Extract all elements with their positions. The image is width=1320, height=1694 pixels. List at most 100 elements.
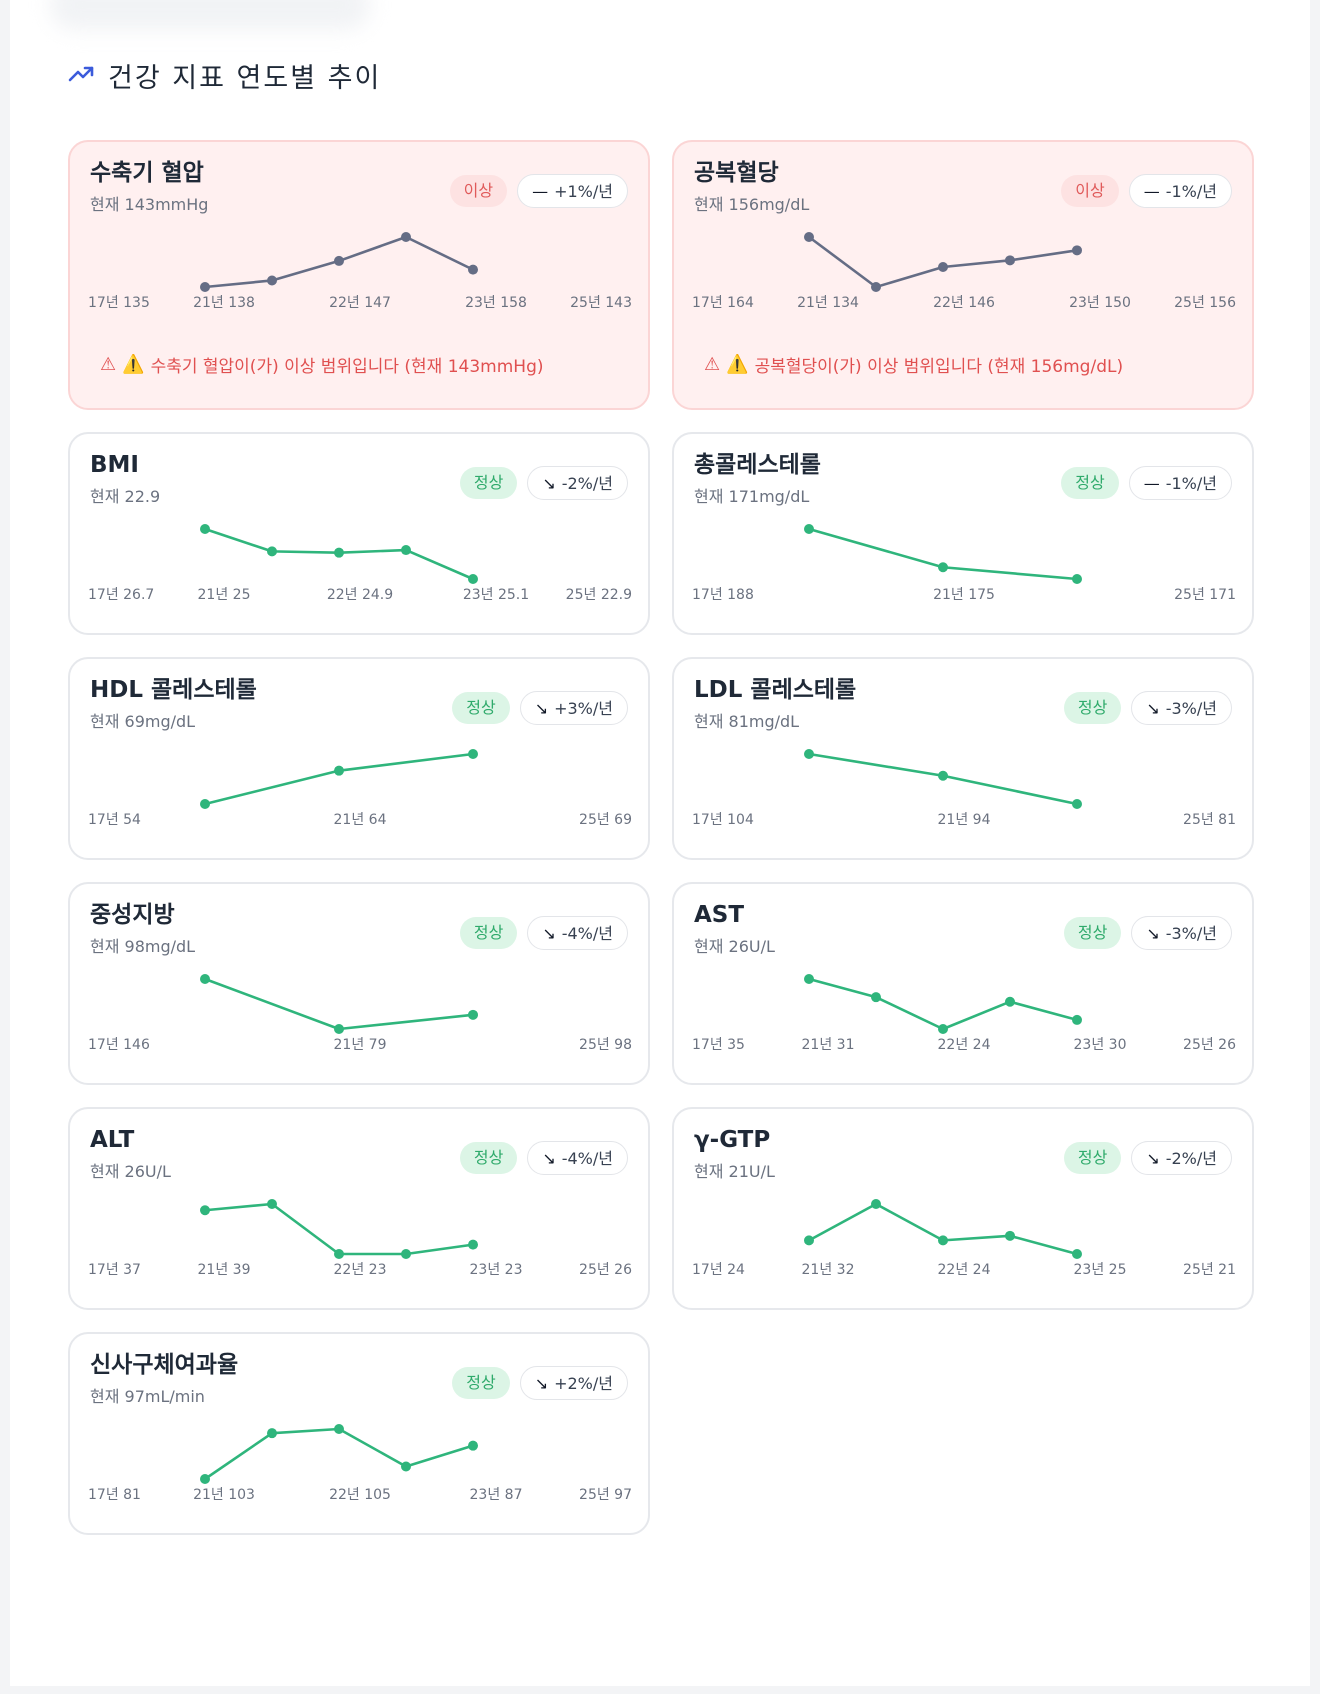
tick-label: 17년 24 <box>692 1262 745 1278</box>
trend-down-icon: ↘ <box>542 1148 556 1168</box>
minus-icon: — <box>1143 181 1160 201</box>
metric-current-value: 현재 69mg/dL <box>90 711 196 731</box>
warning-icon: ⚠️ <box>726 354 749 375</box>
tick-label: 21년 94 <box>938 812 991 828</box>
metrics-grid: 수축기 혈압 현재 143mmHg 이상 — +1%/년 17년 135 21년 138 22… <box>68 140 1264 1535</box>
metric-card-ldl: LDL 콜레스테롤 현재 81mg/dL 정상 ↘ -3%/년 17년 104 21년 94… <box>672 657 1254 860</box>
section-header: 건강 지표 연도별 추이 <box>68 56 381 95</box>
tick-label: 22년 147 <box>329 295 391 311</box>
series-line <box>204 527 474 581</box>
status-badge: 정상 <box>459 467 518 499</box>
status-badge: 정상 <box>452 1367 510 1399</box>
metric-card-ggtp: γ-GTP 현재 21U/L 정상 ↘ -2%/년 17년 24 21년 32 22년 24 2… <box>672 1107 1254 1310</box>
data-point <box>200 1205 210 1216</box>
tick-label: 17년 26.7 <box>88 587 154 603</box>
data-point <box>938 562 948 573</box>
data-point <box>938 770 948 781</box>
metric-badges: 정상 — -1%/년 <box>1061 466 1232 500</box>
metric-badges: 정상 ↘ -4%/년 <box>459 916 628 950</box>
series-line <box>204 752 474 806</box>
tick-label: 25년 69 <box>579 812 632 828</box>
trend-text: +1%/년 <box>554 181 613 201</box>
trend-badge: — -1%/년 <box>1128 174 1232 208</box>
tick-label: 23년 158 <box>465 295 527 311</box>
warning-outline-icon: ⚠ <box>704 354 721 375</box>
data-point <box>804 232 814 242</box>
data-point <box>334 1424 344 1434</box>
tick-label: 21년 175 <box>933 587 995 603</box>
data-point <box>267 275 277 286</box>
data-point <box>871 992 881 1003</box>
trend-down-icon: ↘ <box>534 698 549 718</box>
status-badge: 정상 <box>1063 1142 1122 1174</box>
data-point <box>871 1199 881 1209</box>
tick-label: 25년 171 <box>1174 587 1236 603</box>
tick-label: 17년 35 <box>692 1037 745 1053</box>
metric-badges: 정상 ↘ -3%/년 <box>1063 691 1232 725</box>
data-point <box>1072 574 1082 584</box>
metric-title: AST <box>694 902 745 928</box>
tick-label: 17년 104 <box>692 812 754 828</box>
tick-label: 23년 23 <box>470 1262 523 1278</box>
tick-label: 21년 25 <box>198 587 251 603</box>
minus-icon: — <box>1143 473 1160 493</box>
warning-icon: ⚠️ <box>122 354 145 375</box>
section-title: 건강 지표 연도별 추이 <box>108 63 382 94</box>
data-point <box>468 1009 478 1020</box>
data-point <box>1072 1014 1082 1025</box>
data-point <box>401 545 411 556</box>
data-point <box>1005 255 1015 266</box>
data-point <box>938 1024 948 1034</box>
metric-current-value: 현재 22.9 <box>90 486 161 506</box>
data-point <box>401 1249 411 1259</box>
tick-label: 17년 188 <box>692 587 754 603</box>
data-point <box>334 765 344 776</box>
trend-down-icon: ↘ <box>542 923 556 943</box>
series-line <box>808 527 1078 581</box>
trend-text: +3%/년 <box>554 698 613 718</box>
tick-label: 22년 24.9 <box>327 587 393 603</box>
metric-card-hdl: HDL 콜레스테롤 현재 69mg/dL 정상 ↘ +3%/년 17년 54 21년 64 2… <box>68 657 650 860</box>
trend-text: -3%/년 <box>1165 698 1217 718</box>
tick-label: 17년 135 <box>88 295 150 311</box>
tick-label: 22년 24 <box>938 1037 991 1053</box>
tick-label: 23년 87 <box>470 1487 523 1503</box>
tick-label: 21년 64 <box>334 812 387 828</box>
data-point <box>1072 799 1082 809</box>
metric-card-total-cholesterol: 총콜레스테롤 현재 171mg/dL 정상 — -1%/년 17년 188 21년 175 2… <box>672 432 1254 635</box>
metric-title: LDL 콜레스테롤 <box>694 677 857 703</box>
tick-label: 23년 25 <box>1074 1262 1127 1278</box>
data-point <box>334 547 344 558</box>
metric-badges: 이상 — +1%/년 <box>449 174 628 208</box>
metric-card-systolic-bp: 수축기 혈압 현재 143mmHg 이상 — +1%/년 17년 135 21년 138 22… <box>68 140 650 410</box>
metric-title: 수축기 혈압 <box>90 160 204 186</box>
tick-label: 22년 146 <box>933 295 995 311</box>
metric-card-ast: AST 현재 26U/L 정상 ↘ -3%/년 17년 35 21년 31 22년 24 23년… <box>672 882 1254 1085</box>
trend-text: -3%/년 <box>1165 923 1217 943</box>
minus-icon: — <box>532 181 549 201</box>
trend-down-icon: ↘ <box>1146 1148 1160 1168</box>
trend-text: -2%/년 <box>561 473 613 493</box>
data-point <box>267 546 277 557</box>
trend-badge: — -1%/년 <box>1128 466 1232 500</box>
data-point <box>1072 1249 1082 1259</box>
metric-card-bmi: BMI 현재 22.9 정상 ↘ -2%/년 17년 26.7 21년 25 22년 24.9… <box>68 432 650 635</box>
trend-text: -2%/년 <box>1165 1148 1217 1168</box>
metric-card-triglyceride: 중성지방 현재 98mg/dL 정상 ↘ -4%/년 17년 146 21년 79 25년 9… <box>68 882 650 1085</box>
status-badge: 정상 <box>459 917 518 949</box>
data-point <box>334 255 344 266</box>
tick-label: 21년 138 <box>193 295 255 311</box>
data-point <box>267 1428 277 1439</box>
data-point <box>334 1024 344 1034</box>
trend-down-icon: ↘ <box>534 1373 549 1393</box>
tick-label: 21년 31 <box>802 1037 855 1053</box>
metric-current-value: 현재 156mg/dL <box>694 194 810 214</box>
alert-text: 수축기 혈압이(가) 이상 범위입니다 (현재 143mmHg) <box>150 357 544 377</box>
tick-label: 23년 25.1 <box>463 587 529 603</box>
data-point <box>1005 1230 1015 1241</box>
metric-badges: 정상 ↘ -4%/년 <box>459 1141 628 1175</box>
trend-badge: ↘ -2%/년 <box>527 466 628 500</box>
metric-title: 총콜레스테롤 <box>694 452 821 478</box>
series-line <box>808 235 1078 289</box>
metric-badges: 이상 — -1%/년 <box>1061 174 1232 208</box>
